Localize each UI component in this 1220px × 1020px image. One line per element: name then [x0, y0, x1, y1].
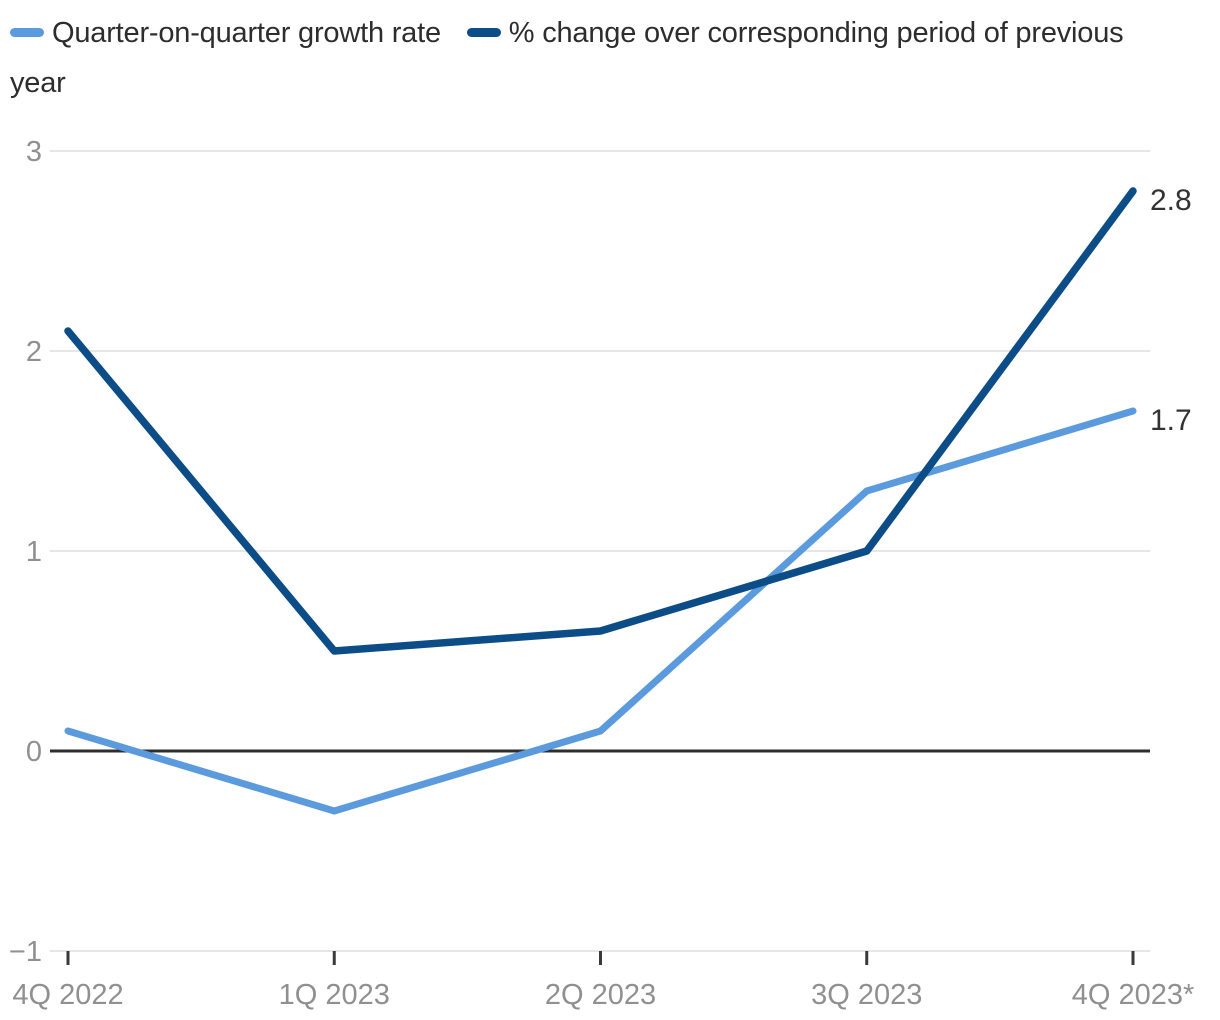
legend-item-yoy: % change over corresponding period of pr… — [10, 17, 1124, 99]
chart-legend: Quarter-on-quarter growth rate % change … — [10, 8, 1160, 108]
x-axis-tick-label: 4Q 2022 — [12, 979, 123, 1011]
legend-swatch-qoq-icon — [10, 27, 44, 37]
y-axis-tick-label: 3 — [26, 136, 42, 168]
series-end-value-label-1: 2.8 — [1150, 184, 1192, 217]
x-axis-tick-label: 2Q 2023 — [545, 979, 656, 1011]
x-axis-tick-label: 3Q 2023 — [811, 979, 922, 1011]
legend-label-qoq: Quarter-on-quarter growth rate — [52, 17, 441, 49]
legend-item-qoq: Quarter-on-quarter growth rate — [10, 17, 441, 49]
x-axis-tick-label: 1Q 2023 — [279, 979, 390, 1011]
legend-label-yoy: % change over corresponding period of pr… — [10, 17, 1124, 99]
x-axis-tick-label: 4Q 2023* — [1072, 979, 1195, 1011]
y-axis-tick-label: 2 — [26, 336, 42, 368]
y-axis-tick-label: 0 — [26, 736, 42, 768]
series-line-1 — [64, 187, 1137, 655]
y-axis-tick-label: −1 — [9, 936, 42, 968]
legend-swatch-yoy-icon — [466, 27, 501, 37]
series-line-0 — [64, 407, 1137, 815]
series-end-value-label-0: 1.7 — [1150, 404, 1192, 437]
y-axis-tick-label: 1 — [26, 536, 42, 568]
